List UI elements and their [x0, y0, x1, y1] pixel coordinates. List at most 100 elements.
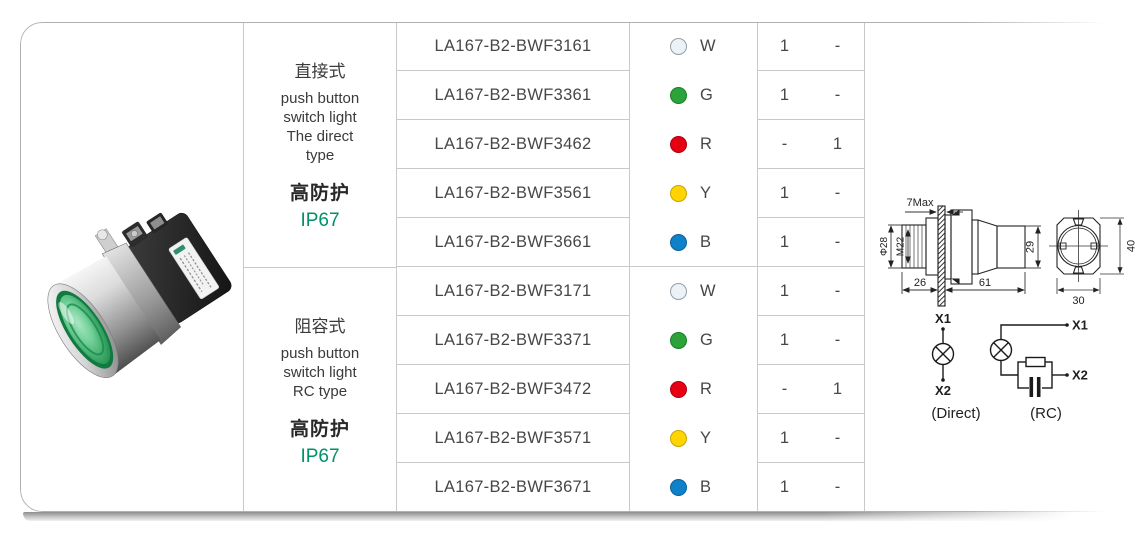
- color-code: B: [700, 478, 712, 496]
- capacitor-symbol: [1029, 377, 1034, 397]
- type-desc-line: switch light: [283, 364, 357, 381]
- spec-table: 直接式 push button switch light The direct …: [20, 22, 1120, 512]
- color-cell: Y: [630, 169, 758, 218]
- model-cell: LA167-B2-BWF3661: [397, 218, 630, 267]
- qty-cell: 1-: [758, 218, 865, 267]
- color-dot-white: [670, 38, 687, 55]
- model-cell: LA167-B2-BWF3171: [397, 267, 630, 316]
- direct-circuit-label: (Direct): [931, 405, 980, 422]
- model-cell: LA167-B2-BWF3161: [397, 22, 630, 71]
- ip-rating: IP67: [300, 446, 340, 467]
- side-view-drawing: 7Max Φ28 M22 29 26 61: [879, 197, 1041, 307]
- green-lens: [59, 294, 111, 364]
- type-desc-line: type: [305, 147, 335, 164]
- dim-thread-size: M22: [896, 236, 907, 256]
- color-dot-green: [670, 87, 687, 104]
- qty-direct: 1: [779, 232, 790, 251]
- color-cell: Y: [630, 414, 758, 463]
- color-code: G: [700, 331, 713, 349]
- qty-rc: -: [834, 428, 841, 447]
- color-code: Y: [700, 184, 712, 202]
- protection-label: 高防护: [289, 419, 350, 440]
- qty-rc: -: [834, 330, 841, 349]
- model-cell: LA167-B2-BWF3462: [397, 120, 630, 169]
- model-cell: LA167-B2-BWF3472: [397, 365, 630, 414]
- color-cell: G: [630, 71, 758, 120]
- color-code: Y: [700, 429, 712, 447]
- front-view-drawing: 40 30: [1049, 210, 1138, 307]
- color-cell: R: [630, 365, 758, 414]
- terminal-x1-label: X1: [1072, 318, 1088, 333]
- color-dot-yellow: [670, 430, 687, 447]
- sheet-bottom-shadow: [23, 512, 1073, 521]
- wiring-schematics: X1 X2 X1 X2 (Direct) (RC): [931, 311, 1088, 422]
- type-desc-line: RC type: [292, 383, 348, 400]
- color-code: W: [700, 37, 716, 55]
- dim-bezel-height: 40: [1126, 240, 1138, 252]
- color-dot-red: [670, 381, 687, 398]
- type-description-direct: 直接式 push button switch light The direct …: [244, 22, 397, 267]
- qty-rc: 1: [832, 134, 843, 153]
- color-cell: W: [630, 22, 758, 71]
- qty-direct: 1: [779, 478, 790, 496]
- type-desc-line: switch light: [283, 109, 357, 126]
- dim-bezel-width: 30: [1072, 295, 1084, 307]
- color-code: W: [700, 282, 716, 300]
- product-photo: [47, 212, 232, 379]
- qty-cell: -1: [758, 120, 865, 169]
- dim-front-depth: 26: [914, 277, 926, 289]
- color-cell: R: [630, 120, 758, 169]
- dim-rear-height: 29: [1025, 241, 1037, 253]
- color-code: B: [700, 232, 712, 251]
- qty-rc: -: [834, 232, 841, 251]
- color-cell: B: [630, 218, 758, 267]
- catalog-sheet: 直接式 push button switch light The direct …: [20, 22, 1138, 512]
- qty-cell: 1-: [758, 71, 865, 120]
- qty-rc: 1: [832, 379, 843, 398]
- color-dot-blue: [670, 479, 687, 496]
- qty-rc: -: [834, 478, 841, 496]
- qty-rc: -: [834, 85, 841, 104]
- model-cell: LA167-B2-BWF3561: [397, 169, 630, 218]
- qty-cell: 1-: [758, 22, 865, 71]
- product-label: [168, 237, 219, 299]
- type-desc-line: push button: [280, 90, 360, 107]
- color-code: G: [700, 86, 713, 104]
- terminal-screw: [130, 230, 138, 238]
- terminal-x2-label: X2: [935, 383, 951, 398]
- type-desc-line: push button: [280, 345, 360, 362]
- color-cell: W: [630, 267, 758, 316]
- color-dot-yellow: [670, 185, 687, 202]
- type-label-cn: 直接式: [294, 62, 346, 81]
- qty-rc: -: [834, 183, 841, 202]
- bezel-outline: [1056, 217, 1101, 275]
- dim-rear-depth: 61: [979, 277, 991, 289]
- dim-panel-thickness: 7Max: [907, 197, 934, 209]
- resistor-symbol: [1025, 356, 1046, 368]
- qty-rc: -: [834, 36, 841, 55]
- model-cell: LA167-B2-BWF3361: [397, 71, 630, 120]
- terminal-x1-label: X1: [935, 311, 951, 326]
- qty-direct: 1: [779, 281, 790, 300]
- qty-cell: 1-: [758, 267, 865, 316]
- product-photo-cell: [20, 22, 244, 512]
- color-cell: G: [630, 316, 758, 365]
- qty-cell: -1: [758, 365, 865, 414]
- qty-cell: 1-: [758, 169, 865, 218]
- color-dot-blue: [670, 233, 687, 251]
- qty-direct: 1: [779, 330, 790, 349]
- terminal-x2-label: X2: [1072, 368, 1088, 383]
- type-label-cn: 阻容式: [294, 317, 346, 336]
- color-dot-red: [670, 136, 687, 153]
- ip-rating: IP67: [300, 210, 340, 231]
- qty-direct: 1: [779, 36, 790, 55]
- model-cell: LA167-B2-BWF3571: [397, 414, 630, 463]
- protection-label: 高防护: [289, 183, 350, 204]
- color-code: R: [700, 135, 712, 153]
- technical-drawings: 7Max Φ28 M22 29 26 61: [865, 22, 1140, 512]
- type-description-rc: 阻容式 push button switch light RC type 高防护…: [244, 267, 397, 512]
- color-dot-green: [670, 332, 687, 349]
- panel-plate: [937, 205, 946, 307]
- bezel-cylinder: [53, 256, 161, 377]
